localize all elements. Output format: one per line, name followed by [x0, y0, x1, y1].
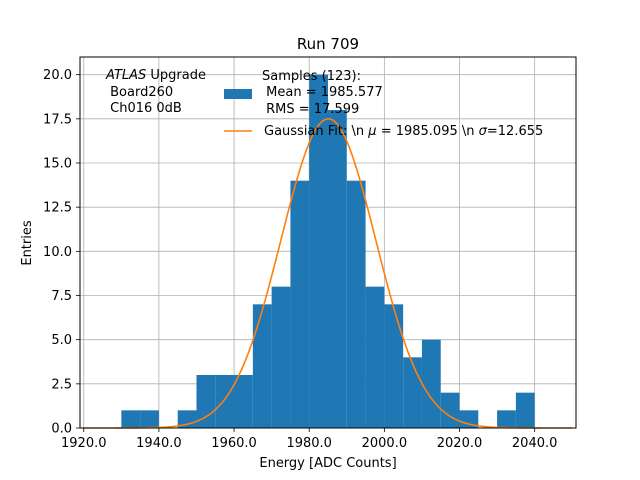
x-tick-label: 1960.0: [211, 436, 257, 451]
y-axis-label: Entries: [20, 220, 35, 266]
y-tick-label: 15.0: [43, 157, 72, 172]
plot-frame: [79, 56, 577, 429]
annotation-experiment: ATLAS: [105, 68, 146, 83]
histogram-bar: [121, 410, 141, 428]
x-axis-ticks: 1920.0 1940.0 1960.0 1980.0 2000.0 2020.0 2040…: [61, 428, 557, 451]
legend-samples-line-1: Samples (123):: [262, 69, 361, 84]
histogram-bar: [440, 392, 460, 428]
x-tick-label: 1920.0: [61, 436, 107, 451]
y-tick-label: 20.0: [43, 68, 72, 83]
legend-fit-sigma: σ: [479, 124, 488, 139]
legend-fit-mu-value: = 1985.095 \n: [377, 124, 479, 139]
experiment-annotation: ATLAS Upgrade Board260 Ch016 0dB: [105, 68, 206, 116]
x-tick-label: 2040.0: [512, 436, 558, 451]
annotation-suffix: Upgrade: [146, 68, 206, 83]
y-tick-label: 2.5: [51, 377, 72, 392]
legend-fit-mu: μ: [367, 124, 376, 139]
histogram-bar: [196, 375, 216, 428]
chart-title: Run 709: [297, 35, 359, 53]
histogram-bar: [328, 110, 347, 428]
histogram-bar: [309, 74, 328, 429]
histogram-bar: [497, 410, 516, 428]
legend-samples-line-3: RMS = 17.599: [262, 102, 359, 117]
x-tick-label: 2020.0: [437, 436, 483, 451]
annotation-line-2: Board260: [106, 85, 173, 100]
histogram-bar: [252, 304, 272, 428]
y-tick-label: 17.5: [43, 112, 72, 127]
gaussian-fit-curve: [83, 118, 573, 429]
histogram-bar: [215, 375, 235, 428]
y-tick-label: 5.0: [51, 333, 72, 348]
legend-samples-swatch: [224, 89, 252, 99]
x-tick-label: 1940.0: [136, 436, 182, 451]
x-axis-label: Energy [ADC Counts]: [259, 456, 396, 471]
histogram-bar: [271, 286, 291, 428]
legend-fit-prefix: Gaussian Fit: \n: [264, 124, 368, 139]
histogram-bar: [346, 180, 366, 428]
histogram-bar: [515, 392, 535, 428]
y-tick-label: 7.5: [51, 289, 72, 304]
histogram-bar: [140, 410, 159, 428]
x-tick-label: 1980.0: [286, 436, 332, 451]
histogram-bar: [290, 180, 310, 428]
y-tick-label: 12.5: [43, 201, 72, 216]
legend: Samples (123): Mean = 1985.577 RMS = 17.…: [224, 69, 543, 139]
histogram-bars: [121, 74, 535, 429]
histogram-bar: [365, 286, 385, 428]
legend-samples-line-2: Mean = 1985.577: [262, 85, 383, 100]
legend-fit-sigma-value: =12.655: [487, 124, 543, 139]
y-tick-label: 10.0: [43, 245, 72, 260]
legend-fit-label: Gaussian Fit: \n μ = 1985.095 \n σ=12.65…: [264, 124, 543, 139]
y-axis-ticks: 0.0 2.5 5.0 7.5 10.0 12.5 15.0 17.5 20.0: [43, 68, 80, 437]
histogram-bar: [384, 304, 404, 428]
annotation-line-3: Ch016 0dB: [106, 101, 182, 116]
histogram-bar: [403, 357, 422, 428]
annotation-line-1: ATLAS Upgrade: [105, 68, 206, 83]
histogram-bar: [234, 375, 253, 428]
x-tick-label: 2000.0: [362, 436, 408, 451]
histogram-bar: [421, 339, 441, 428]
y-tick-label: 0.0: [51, 422, 72, 437]
